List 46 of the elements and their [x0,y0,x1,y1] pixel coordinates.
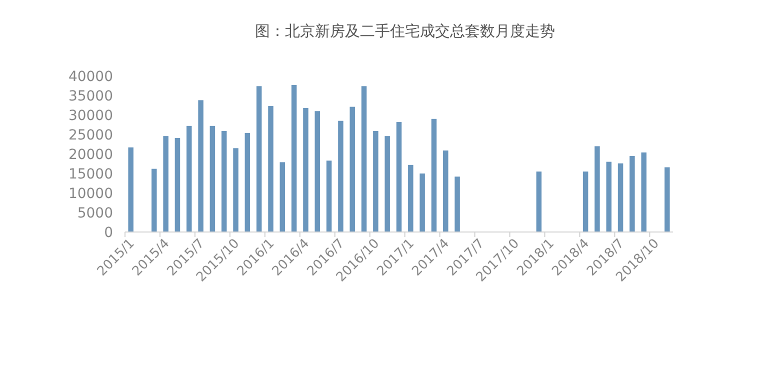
y-tick-label: 35000 [68,88,113,104]
bar [431,118,437,232]
bar [606,162,612,232]
chart-title: 图：北京新房及二手住宅成交总套数月度走势 [255,22,555,40]
bar [443,150,448,232]
bar [373,130,378,232]
bar [326,160,332,232]
bar [128,147,134,232]
bar [384,136,390,232]
bar [303,108,308,232]
y-tick-label: 10000 [68,186,113,202]
bar [420,174,425,232]
bar [198,100,204,232]
y-tick-label: 5000 [77,206,113,222]
bar [664,167,670,232]
bar [594,146,600,232]
bar [152,168,157,232]
bar [582,172,588,232]
y-tick-label: 15000 [68,166,113,182]
y-tick-label: 40000 [68,69,113,85]
bar [174,138,180,232]
bar [396,122,402,232]
bar [641,152,646,232]
bar [454,176,460,232]
bar [268,106,274,232]
bar [210,126,216,232]
y-tick-label: 20000 [68,147,113,163]
y-tick-label: 0 [104,225,113,241]
bar [256,86,262,232]
bar [618,163,624,232]
bar [163,136,168,232]
bar [536,172,542,232]
bar [630,156,635,232]
bar [361,86,367,232]
bar [221,130,227,232]
bar [186,126,192,232]
bar [233,148,238,232]
bar [314,111,320,232]
bar [338,120,344,232]
y-tick-label: 30000 [68,108,113,124]
bar [291,84,297,232]
bar [408,164,414,232]
y-tick-label: 25000 [68,128,113,144]
bar [244,132,250,232]
bar [280,162,286,232]
bar [350,106,355,232]
